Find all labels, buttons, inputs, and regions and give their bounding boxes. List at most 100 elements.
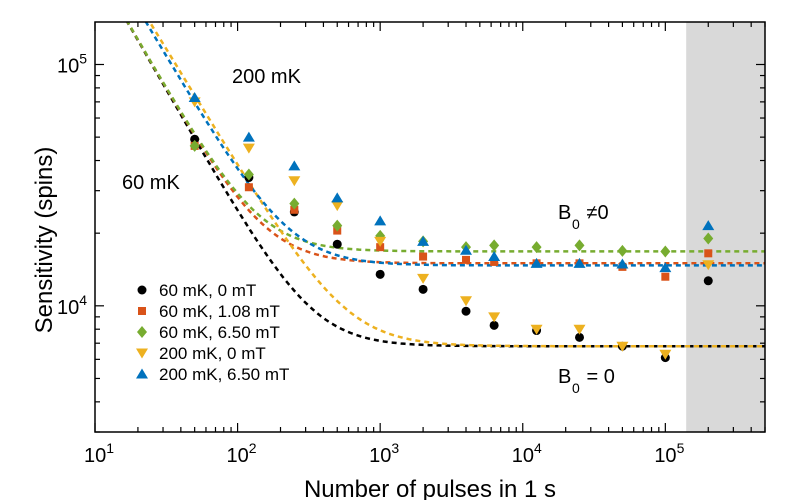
data-point-s4-5	[417, 235, 430, 246]
b0-zero-base: B	[558, 366, 571, 388]
data-point-s2-10	[617, 244, 628, 257]
x-tick-label-4-exp: 5	[677, 440, 685, 456]
x-tick-label-2-base: 10	[369, 445, 391, 467]
y-tick-label-0-exp: 4	[79, 292, 87, 308]
data-point-s3-3	[331, 201, 344, 212]
data-point-s0-4	[375, 269, 385, 279]
plot-frame	[94, 21, 766, 433]
data-point-s4-12	[702, 220, 715, 231]
y-axis-label: Sensitivity (spins)	[31, 147, 58, 334]
x-tick-label-4: 105	[654, 440, 684, 467]
b0-zero-sub: 0	[572, 380, 580, 396]
y-tick-label-0: 104	[57, 292, 87, 319]
data-point-s1-5	[419, 252, 428, 261]
legend-label-4: 200 mK, 6.50 mT	[159, 365, 289, 384]
data-point-s3-6	[460, 296, 473, 307]
data-point-s4-3	[331, 192, 344, 203]
x-tick-label-0-exp: 1	[106, 440, 114, 456]
fit-curves-layer	[125, 22, 765, 348]
data-point-s1-2	[290, 205, 299, 214]
y-tick-label-1-exp: 5	[79, 50, 87, 66]
data-point-s3-11	[659, 349, 672, 360]
fit-curve-2	[126, 22, 765, 253]
data-point-s4-8	[530, 257, 543, 268]
b0-nonzero-rest: ≠0	[581, 202, 609, 224]
x-tick-label-0: 101	[84, 440, 114, 467]
data-point-s3-7	[488, 312, 501, 323]
data-point-s0-5	[418, 284, 428, 294]
x-tick-label-3-exp: 4	[534, 440, 542, 456]
data-point-s3-5	[417, 273, 430, 284]
data-point-s2-2	[289, 197, 300, 210]
legend-label-0: 60 mK, 0 mT	[159, 281, 256, 300]
data-point-s4-7	[488, 251, 501, 262]
data-point-s3-12	[702, 260, 715, 271]
data-point-s1-6	[462, 255, 471, 264]
x-tick-label-2-exp: 3	[391, 440, 399, 456]
data-point-s0-3	[332, 239, 342, 249]
data-point-s3-8	[530, 324, 543, 335]
y-tick-label-1-base: 10	[57, 55, 79, 77]
data-point-s3-4	[374, 236, 387, 247]
data-point-s4-0	[188, 91, 201, 102]
data-point-s2-3	[332, 219, 343, 232]
x-tick-label-1-base: 10	[227, 445, 249, 467]
shaded-region	[686, 22, 765, 432]
x-tick-label-1-exp: 2	[249, 440, 257, 456]
shaded-region-layer	[686, 22, 765, 432]
legend-label-1: 60 mK, 1.08 mT	[159, 302, 280, 321]
annotation-60mk: 60 mK	[122, 172, 180, 194]
data-point-s2-9	[574, 239, 585, 252]
x-tick-label-1: 102	[227, 440, 257, 467]
x-tick-label-0-base: 10	[84, 445, 106, 467]
x-tick-label-3-base: 10	[512, 445, 534, 467]
data-point-s0-7	[489, 320, 499, 330]
x-tick-label-2: 103	[369, 440, 399, 467]
data-point-s1-12	[704, 249, 713, 258]
data-points-layer	[188, 91, 715, 363]
data-point-s0-0	[190, 134, 200, 144]
fit-curve-4	[144, 22, 765, 267]
axes-layer	[94, 21, 766, 433]
data-point-s3-9	[573, 324, 586, 335]
b0-nonzero-sub: 0	[572, 216, 580, 232]
data-point-s2-11	[660, 245, 671, 258]
x-axis-label: Number of pulses in 1 s	[304, 476, 556, 500]
annotation-b0-nonzero: B 0 ≠0	[558, 202, 609, 232]
data-point-s4-9	[573, 257, 586, 268]
legend-marker-3	[136, 348, 148, 359]
annotation-b0-zero: B 0 = 0	[558, 366, 615, 396]
legend-marker-2	[137, 326, 147, 338]
legend-marker-0	[137, 285, 147, 295]
data-point-s2-12	[703, 232, 714, 245]
data-point-s2-7	[489, 239, 500, 252]
data-point-s1-1	[244, 183, 253, 192]
data-point-s4-11	[659, 262, 672, 273]
data-point-s2-0	[189, 139, 200, 152]
data-point-s4-10	[616, 258, 629, 269]
data-point-s3-2	[288, 176, 301, 187]
b0-zero-rest: = 0	[581, 366, 615, 388]
data-point-s2-1	[243, 168, 254, 181]
y-tick-label-0-base: 10	[57, 297, 79, 319]
legend-label-2: 60 mK, 6.50 mT	[159, 323, 280, 342]
data-point-s0-12	[703, 276, 713, 286]
legend-marker-4	[136, 368, 148, 379]
x-tick-label-3: 104	[512, 440, 542, 467]
data-point-s2-8	[531, 241, 542, 254]
data-point-s0-6	[461, 306, 471, 316]
data-point-s3-1	[242, 143, 255, 154]
b0-nonzero-base: B	[558, 202, 571, 224]
data-point-s4-4	[374, 215, 387, 226]
data-point-s1-4	[376, 243, 385, 252]
x-tick-label-4-base: 10	[654, 445, 676, 467]
legend-marker-1	[138, 307, 146, 315]
y-tick-label-1: 105	[57, 50, 87, 77]
fit-curve-3	[148, 22, 765, 348]
data-point-s4-6	[460, 244, 473, 255]
data-point-s1-7	[490, 257, 499, 266]
legend: 60 mK, 0 mT 60 mK, 1.08 mT 60 mK, 6.50 mT 2…	[136, 281, 289, 384]
data-point-s3-10	[616, 341, 629, 352]
